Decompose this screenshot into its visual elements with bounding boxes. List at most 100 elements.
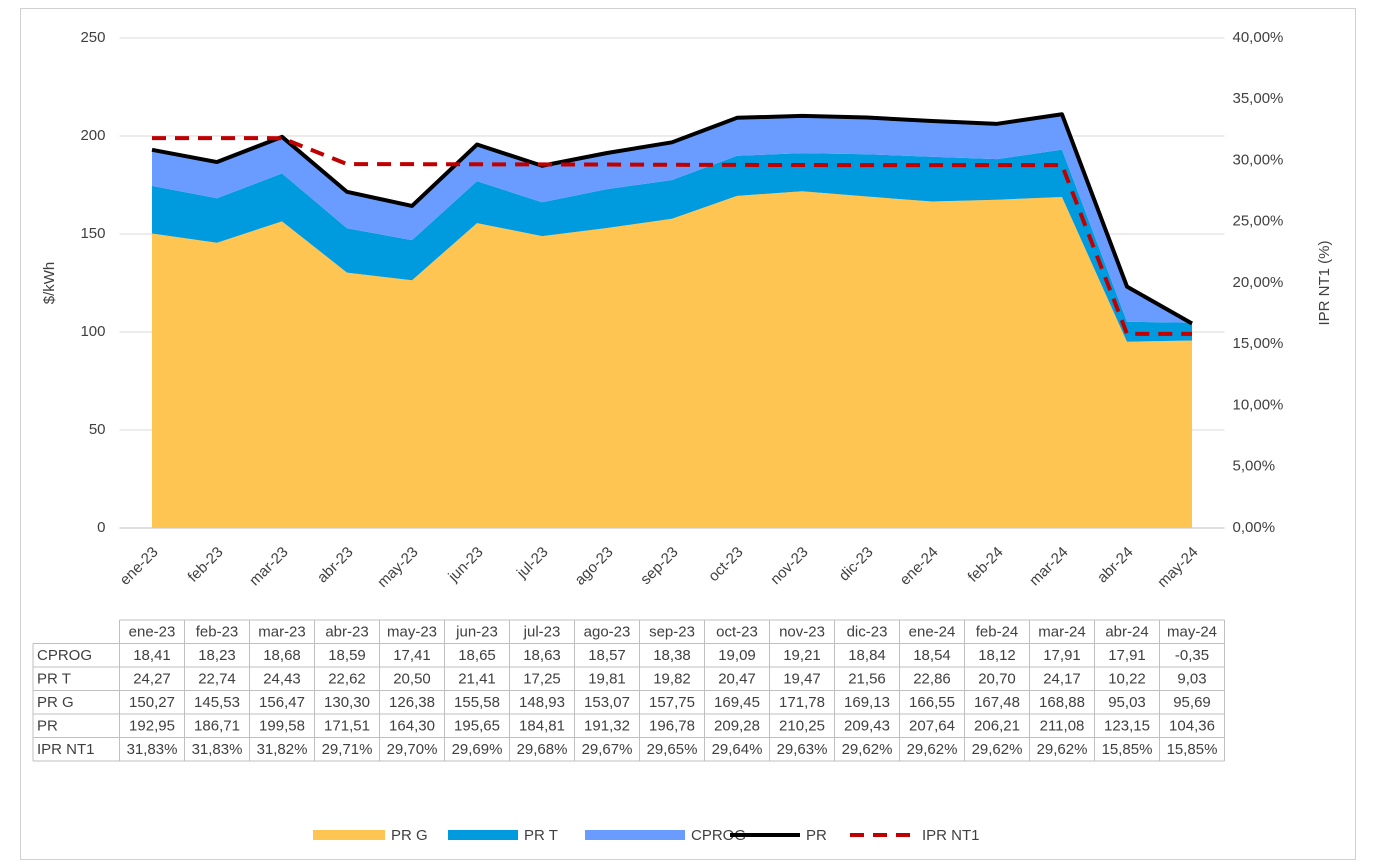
- table-cell: 29,64%: [712, 741, 763, 758]
- legend-swatch: [313, 830, 385, 840]
- table-cell: 166,55: [909, 694, 955, 711]
- table-cell: 123,15: [1104, 718, 1150, 735]
- table-cell: 29,62%: [842, 741, 893, 758]
- y-axis-label: $/kWh: [41, 262, 58, 305]
- table-cell: 18,54: [913, 647, 951, 664]
- table-cell: 18,57: [588, 647, 626, 664]
- table-header: may-23: [387, 624, 437, 641]
- table-header: mar-24: [1038, 624, 1086, 641]
- y-tick-label: 0: [97, 519, 105, 536]
- table-cell: 17,25: [523, 671, 561, 688]
- table-cell: 95,03: [1108, 694, 1146, 711]
- table-cell: 22,74: [198, 671, 236, 688]
- legend-label: IPR NT1: [922, 827, 980, 844]
- table-cell: 17,91: [1043, 647, 1081, 664]
- area: [152, 149, 1192, 342]
- table-cell: 31,83%: [192, 741, 243, 758]
- table-header: feb-24: [976, 624, 1019, 641]
- table-cell: 18,63: [523, 647, 561, 664]
- table-cell: 164,30: [389, 718, 435, 735]
- table-header: nov-23: [779, 624, 825, 641]
- table-header: abr-24: [1105, 624, 1148, 641]
- table-cell: 20,50: [393, 671, 431, 688]
- y2-tick-label: 25,00%: [1233, 213, 1284, 230]
- table-cell: -0,35: [1175, 647, 1209, 664]
- table-cell: 18,12: [978, 647, 1016, 664]
- y-tick-label: 200: [80, 127, 105, 144]
- table-cell: 19,82: [653, 671, 691, 688]
- table-cell: 22,86: [913, 671, 951, 688]
- table-cell: 95,69: [1173, 694, 1211, 711]
- table-header: ene-24: [909, 624, 956, 641]
- table-cell: 9,03: [1177, 671, 1206, 688]
- table-cell: 171,51: [324, 718, 370, 735]
- table-cell: 196,78: [649, 718, 695, 735]
- table-header: may-24: [1167, 624, 1217, 641]
- table-header: feb-23: [196, 624, 239, 641]
- table-header: jun-23: [455, 624, 498, 641]
- table-cell: 211,08: [1040, 718, 1085, 735]
- table-cell: 29,65%: [647, 741, 698, 758]
- table-row-label: CPROG: [37, 647, 92, 664]
- table-header: mar-23: [258, 624, 306, 641]
- table-cell: 207,64: [909, 718, 955, 735]
- y2-tick-label: 0,00%: [1233, 519, 1276, 536]
- y2-tick-label: 20,00%: [1233, 274, 1284, 291]
- table-cell: 150,27: [129, 694, 175, 711]
- y2-tick-label: 35,00%: [1233, 90, 1284, 107]
- table-cell: 15,85%: [1167, 741, 1218, 758]
- legend-label: PR T: [524, 827, 558, 844]
- table-cell: 19,21: [783, 647, 821, 664]
- table-cell: 199,58: [259, 718, 305, 735]
- table-header: ago-23: [584, 624, 631, 641]
- table-cell: 104,36: [1169, 718, 1215, 735]
- table-cell: 21,56: [848, 671, 886, 688]
- table-cell: 167,48: [974, 694, 1020, 711]
- table-cell: 18,65: [458, 647, 496, 664]
- table-cell: 17,41: [393, 647, 431, 664]
- table-cell: 29,62%: [1037, 741, 1088, 758]
- table-cell: 20,70: [978, 671, 1016, 688]
- table-cell: 169,45: [714, 694, 760, 711]
- table-cell: 18,38: [653, 647, 691, 664]
- table-row-label: PR G: [37, 694, 74, 711]
- table-cell: 18,84: [848, 647, 886, 664]
- table-cell: 29,62%: [972, 741, 1023, 758]
- table-row-label: PR: [37, 718, 58, 735]
- table-cell: 19,47: [783, 671, 821, 688]
- y-tick-label: 100: [80, 323, 105, 340]
- table-cell: 15,85%: [1102, 741, 1153, 758]
- table-cell: 153,07: [584, 694, 630, 711]
- table-cell: 29,71%: [322, 741, 373, 758]
- table-cell: 29,68%: [517, 741, 568, 758]
- table-cell: 29,69%: [452, 741, 503, 758]
- table-cell: 31,83%: [127, 741, 178, 758]
- y2-axis-label: IPR NT1 (%): [1316, 240, 1333, 325]
- table-header: jul-23: [523, 624, 561, 641]
- table-cell: 126,38: [389, 694, 435, 711]
- table-cell: 19,81: [588, 671, 626, 688]
- table-header: dic-23: [847, 624, 888, 641]
- table-cell: 169,13: [844, 694, 890, 711]
- table-cell: 29,63%: [777, 741, 828, 758]
- y-tick-label: 250: [80, 29, 105, 46]
- table-cell: 209,28: [714, 718, 760, 735]
- table-row-label: IPR NT1: [37, 741, 95, 758]
- table-cell: 21,41: [458, 671, 496, 688]
- table-cell: 130,30: [324, 694, 370, 711]
- table-cell: 192,95: [129, 718, 175, 735]
- legend-label: PR G: [391, 827, 428, 844]
- table-cell: 195,65: [454, 718, 500, 735]
- table-cell: 29,70%: [387, 741, 438, 758]
- table-cell: 168,88: [1039, 694, 1085, 711]
- table-header: ene-23: [129, 624, 176, 641]
- y2-tick-label: 40,00%: [1233, 29, 1284, 46]
- table-cell: 29,67%: [582, 741, 633, 758]
- legend-label: PR: [806, 827, 827, 844]
- table-row-label: PR T: [37, 671, 71, 688]
- table-header: sep-23: [649, 624, 695, 641]
- y2-tick-label: 30,00%: [1233, 151, 1284, 168]
- table-cell: 206,21: [974, 718, 1020, 735]
- table-cell: 18,41: [133, 647, 171, 664]
